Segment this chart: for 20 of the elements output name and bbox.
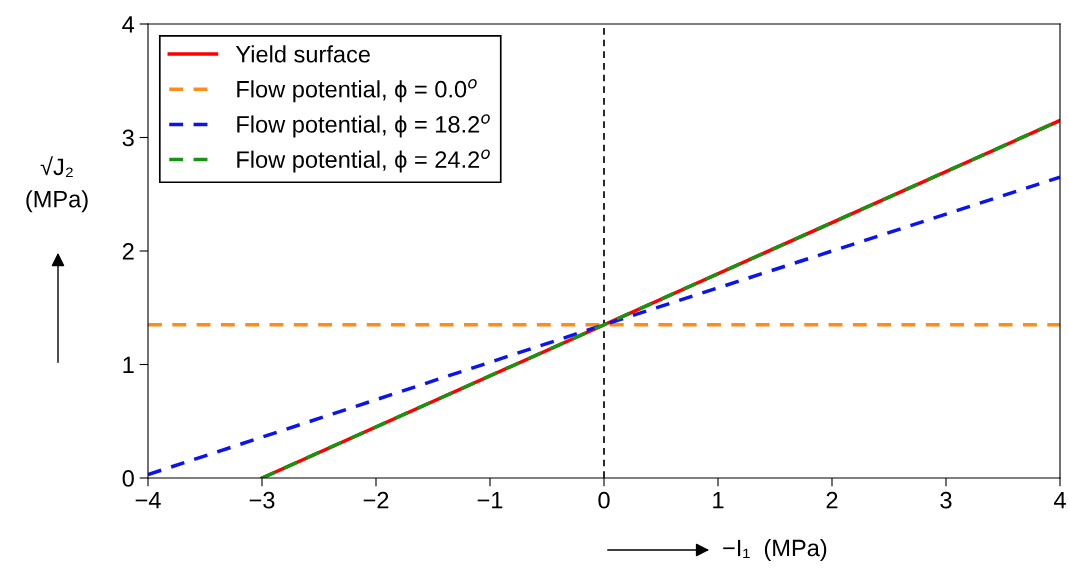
x-tick-label: 0	[598, 491, 610, 509]
x-axis-title: −I₁ (MPa)	[723, 538, 827, 561]
y-tick-label: 1	[123, 356, 134, 374]
x-tick-label: 3	[940, 491, 952, 509]
legend-label: Yield surface	[235, 45, 370, 63]
x-tick-label: −4	[135, 492, 161, 509]
x-tick-label: −1	[477, 492, 503, 509]
x-tick-label: 2	[826, 491, 838, 509]
y-tick-label: 0	[122, 470, 134, 487]
x-tick-label: 1	[713, 492, 724, 509]
legend-label: Flow potential, ϕ = 24.2$^{o}$	[237, 149, 490, 173]
x-tick-label: −2	[363, 491, 389, 509]
x-tick-label: 4	[1053, 492, 1066, 509]
y-axis-title: √J₂ (MPa)	[26, 156, 88, 213]
legend-label: Flow potential, ϕ = 0.0$^{o}$	[237, 79, 477, 103]
legend-label: Flow potential, ϕ = 18.2$^{o}$	[237, 114, 490, 138]
y-tick-label: 2	[122, 243, 134, 260]
y-tick-label: 3	[122, 129, 134, 147]
x-tick-label: −3	[249, 491, 275, 509]
y-tick-label: 4	[122, 16, 135, 33]
